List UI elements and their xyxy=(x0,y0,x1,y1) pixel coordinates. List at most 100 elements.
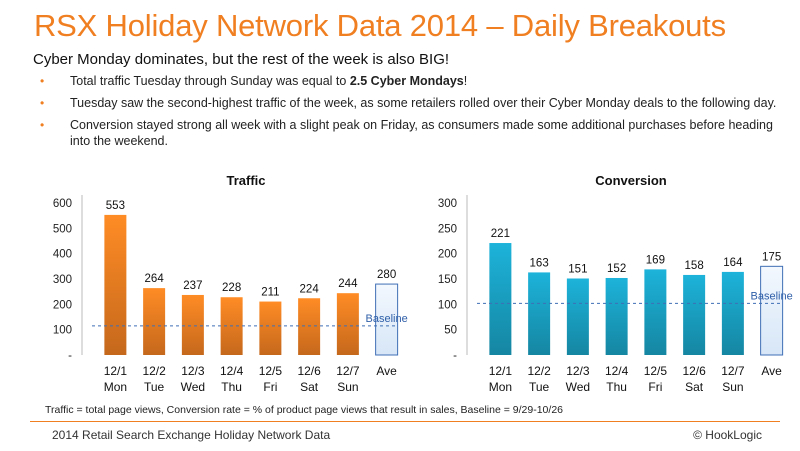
traffic-value-label: 211 xyxy=(261,287,279,299)
traffic-ytick-label: 300 xyxy=(53,274,72,286)
traffic-category-date: 12/2 xyxy=(142,364,166,378)
conversion-ytick-label: 100 xyxy=(438,299,457,311)
conversion-value-label: 175 xyxy=(762,251,781,263)
conversion-category-day: Fri xyxy=(648,380,662,394)
traffic-category-date: 12/4 xyxy=(220,364,244,378)
traffic-ytick-label: 400 xyxy=(53,249,72,261)
traffic-baseline-label: Baseline xyxy=(366,313,408,325)
footer-divider xyxy=(30,421,780,422)
traffic-value-label: 244 xyxy=(338,278,358,290)
conversion-ytick-label: 200 xyxy=(438,249,457,261)
traffic-category-date: 12/1 xyxy=(104,364,128,378)
conversion-bar xyxy=(489,243,512,355)
conversion-category-day: Wed xyxy=(566,380,590,394)
traffic-category-day: Tue xyxy=(144,380,165,394)
bullet-text: Conversion stayed strong all week with a… xyxy=(70,118,773,148)
conversion-category-day: Thu xyxy=(606,380,627,394)
conversion-chart: Conversion - 50 100 150 200 250 300 221 12/1 Mon 16… xyxy=(405,168,795,398)
conversion-bar xyxy=(644,269,667,355)
conversion-bar xyxy=(528,272,551,355)
conversion-category-day: Tue xyxy=(529,380,550,394)
bullet-icon: • xyxy=(40,118,45,132)
conversion-ytick-label: - xyxy=(453,350,457,362)
conversion-category-date: 12/5 xyxy=(644,364,668,378)
conversion-chart-svg: Conversion - 50 100 150 200 250 300 221 12/1 Mon 16… xyxy=(438,173,793,394)
conversion-value-label: 158 xyxy=(685,260,704,272)
bullet-text: Tuesday saw the second-highest traffic o… xyxy=(70,96,777,110)
conversion-category-date: 12/6 xyxy=(682,364,706,378)
conversion-category-date: 12/2 xyxy=(527,364,551,378)
traffic-bar xyxy=(336,293,359,355)
conversion-category-day: Mon xyxy=(489,380,512,394)
traffic-value-label: 553 xyxy=(106,200,125,212)
conversion-category-day: Sun xyxy=(722,380,743,394)
conversion-value-label: 163 xyxy=(530,257,549,269)
bullet-list: • Total traffic Tuesday through Sunday w… xyxy=(40,73,780,155)
conversion-category-date: 12/3 xyxy=(566,364,590,378)
footnote: Traffic = total page views, Conversion r… xyxy=(45,404,563,416)
conversion-title: Conversion xyxy=(595,173,667,188)
traffic-bar-average xyxy=(375,283,399,356)
conversion-bar-average xyxy=(760,265,784,356)
footer-copyright: © HookLogic xyxy=(693,428,762,442)
conversion-baseline-label: Baseline xyxy=(751,290,793,302)
conversion-category-day: Sat xyxy=(685,380,704,394)
traffic-category-day: Mon xyxy=(104,380,127,394)
bullet-item: • Total traffic Tuesday through Sunday w… xyxy=(40,73,780,89)
bullet-text: Total traffic Tuesday through Sunday was… xyxy=(70,74,350,88)
conversion-ytick-label: 50 xyxy=(444,325,457,337)
traffic-category-day: Wed xyxy=(181,380,205,394)
traffic-category-day: Sun xyxy=(337,380,358,394)
conversion-category-date: 12/4 xyxy=(605,364,629,378)
traffic-category-day: Sat xyxy=(300,380,319,394)
traffic-value-label: 280 xyxy=(377,269,396,281)
traffic-bar xyxy=(259,301,282,355)
traffic-ytick-label: 100 xyxy=(53,325,72,337)
bullet-item: • Conversion stayed strong all week with… xyxy=(40,117,780,149)
traffic-category-date: 12/7 xyxy=(336,364,360,378)
traffic-chart-svg: Traffic - 100 200 300 400 500 600 553 12/1 Mon 264 1… xyxy=(53,173,408,394)
conversion-bar xyxy=(605,277,628,355)
traffic-value-label: 224 xyxy=(300,283,320,295)
conversion-category-average: Ave xyxy=(761,364,782,378)
traffic-title: Traffic xyxy=(226,173,265,188)
bullet-icon: • xyxy=(40,96,45,110)
traffic-chart: Traffic - 100 200 300 400 500 600 553 12/1 Mon 264 1… xyxy=(20,168,410,398)
conversion-bar xyxy=(566,278,589,355)
traffic-bar xyxy=(298,298,321,355)
conversion-value-label: 169 xyxy=(646,254,665,266)
conversion-category-date: 12/7 xyxy=(721,364,745,378)
bullet-icon: • xyxy=(40,74,45,88)
traffic-bar xyxy=(104,214,127,355)
conversion-value-label: 164 xyxy=(723,257,743,269)
conversion-ytick-label: 300 xyxy=(438,198,457,210)
conversion-bar xyxy=(683,274,706,355)
conversion-bar xyxy=(721,271,744,355)
traffic-ytick-label: - xyxy=(68,350,72,362)
traffic-value-label: 264 xyxy=(145,273,165,285)
traffic-category-date: 12/3 xyxy=(181,364,205,378)
page-subtitle: Cyber Monday dominates, but the rest of … xyxy=(33,51,450,68)
traffic-bar xyxy=(143,288,166,355)
conversion-value-label: 221 xyxy=(491,228,510,240)
traffic-bar xyxy=(181,294,204,355)
conversion-value-label: 151 xyxy=(568,263,587,275)
conversion-ytick-label: 150 xyxy=(438,274,457,286)
bullet-item: • Tuesday saw the second-highest traffic… xyxy=(40,95,780,111)
bullet-text-end: ! xyxy=(463,74,468,88)
footer-source: 2014 Retail Search Exchange Holiday Netw… xyxy=(52,428,331,442)
traffic-category-day: Thu xyxy=(221,380,242,394)
traffic-ytick-label: 200 xyxy=(53,299,72,311)
conversion-ytick-label: 250 xyxy=(438,223,457,235)
traffic-value-label: 228 xyxy=(222,282,241,294)
bullet-bold: 2.5 Cyber Mondays xyxy=(349,74,464,88)
conversion-category-date: 12/1 xyxy=(489,364,513,378)
traffic-ytick-label: 500 xyxy=(53,223,72,235)
traffic-category-average: Ave xyxy=(376,364,397,378)
traffic-ytick-label: 600 xyxy=(53,198,72,210)
traffic-category-day: Fri xyxy=(263,380,277,394)
traffic-value-label: 237 xyxy=(183,280,202,292)
conversion-value-label: 152 xyxy=(607,263,626,275)
page-title: RSX Holiday Network Data 2014 – Daily Br… xyxy=(34,8,726,43)
traffic-category-date: 12/6 xyxy=(297,364,321,378)
